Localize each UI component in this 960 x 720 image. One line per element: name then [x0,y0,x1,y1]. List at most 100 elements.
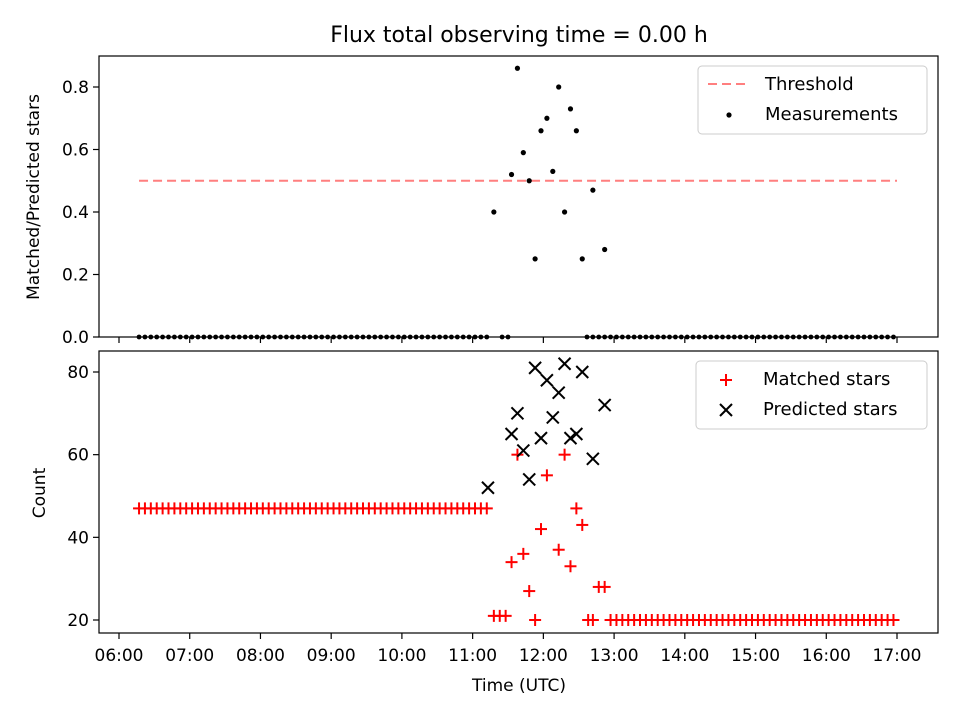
bottom-x-axis: 06:00 07:00 08:00 09:00 10:00 11:00 12:00 13:00… [95,633,922,666]
legend-measurements-label: Measurements [765,104,898,125]
measurement-point [254,334,260,340]
measurement-point [784,334,790,340]
measurement-point [538,128,544,134]
bottom-plot-frame [98,350,939,634]
measurement-point [678,334,684,340]
measurement-point [550,168,556,174]
measurement-point [608,334,613,340]
measurement-point [395,334,401,340]
legend-predicted-label: Predicted stars [763,399,897,420]
measurement-point [619,334,625,340]
measurement-point [596,334,602,340]
predicted-star-point [569,427,584,441]
bottom-panel: 20 40 60 80 06:00 07:00 08:00 09:00 10:00 11:00 1… [30,350,939,696]
measurement-point [342,334,348,340]
y-tick-label: 40 [67,528,89,548]
measurement-point [590,334,596,340]
measurement-point [561,209,568,215]
y-tick-label: 20 [67,611,89,631]
measurement-point [544,115,550,121]
matched-star-point [558,448,571,461]
x-tick-label: 17:00 [873,646,922,666]
measurement-point [761,334,767,340]
matched-star-point [570,502,583,515]
top-legend-box [697,65,928,135]
x-tick-label: 13:00 [590,646,639,666]
predicted-star-point [481,481,495,495]
y-tick-label: 0.4 [62,203,89,223]
predicted-star-point [516,443,531,458]
top-legend: Threshold Measurements [697,65,928,135]
matched-star-point [499,609,512,622]
measurement-point [449,334,454,340]
measurement-point [295,334,301,340]
predicted-star-point [522,472,536,487]
x-axis-label: Time (UTC) [471,676,566,696]
measurement-point [873,334,879,340]
measurement-point [855,334,861,340]
measurement-point [514,65,521,71]
measurement-point [579,256,585,262]
measurement-point [437,334,443,340]
measurement-point [696,334,702,340]
measurement-point [702,334,708,340]
measurement-point [532,256,538,262]
measurement-point [319,334,325,340]
predicted-star-point [557,357,572,371]
measurement-point [478,334,484,340]
measurement-point [278,334,283,340]
measurement-point [891,334,896,340]
measurement-point [142,334,148,340]
bottom-y-axis: 20 40 60 80 [67,363,99,631]
measurement-point [520,150,526,156]
measurement-point [602,334,608,340]
measurement-point [499,334,505,340]
y-tick-label: 0.8 [62,78,89,98]
measurement-point [213,334,219,340]
measurement-point [508,171,515,178]
measurement-point [183,334,189,340]
measurement-point [219,334,224,340]
x-tick-label: 12:00 [519,646,568,666]
legend-measurements-swatch [726,112,732,118]
measurement-point [177,334,183,340]
matched-star-point [523,585,536,598]
measurement-point [189,334,195,340]
measurement-point [708,334,714,340]
x-tick-label: 15:00 [731,646,780,666]
top-x-ticks [118,337,898,343]
measurement-point [714,334,720,340]
measurement-point [460,334,466,340]
measurement-point [614,334,619,340]
x-tick-label: 08:00 [236,646,285,666]
measurement-point [425,334,431,340]
matched-star-point [576,518,589,531]
predicted-star-point [551,385,566,400]
measurement-point [166,334,171,340]
y-tick-label: 80 [67,363,89,383]
predicted-star-point [586,452,600,466]
matched-star-point [480,502,493,515]
x-tick-label: 06:00 [95,646,144,666]
measurement-point [307,334,313,340]
measurement-point [195,334,201,340]
y-tick-label: 60 [67,446,89,466]
matched-star-point [586,614,599,626]
measurement-point [230,334,236,340]
matched-star-point [540,469,553,482]
measurement-point [236,334,242,340]
measurement-point [867,334,873,340]
measurement-point [726,334,731,340]
measurement-point [885,334,890,340]
x-tick-label: 11:00 [448,646,497,666]
measurement-point [796,334,802,340]
bottom-legend-box [695,360,928,430]
bottom-legend: Matched stars Predicted stars [695,360,928,430]
top-y-axis: 0.0 0.2 0.4 0.6 0.8 [62,78,99,348]
matched-star-point [535,523,548,536]
measurement-point [301,334,307,340]
measurement-point [779,334,784,340]
measurement-point [690,334,696,340]
predicted-star-point [504,427,519,441]
